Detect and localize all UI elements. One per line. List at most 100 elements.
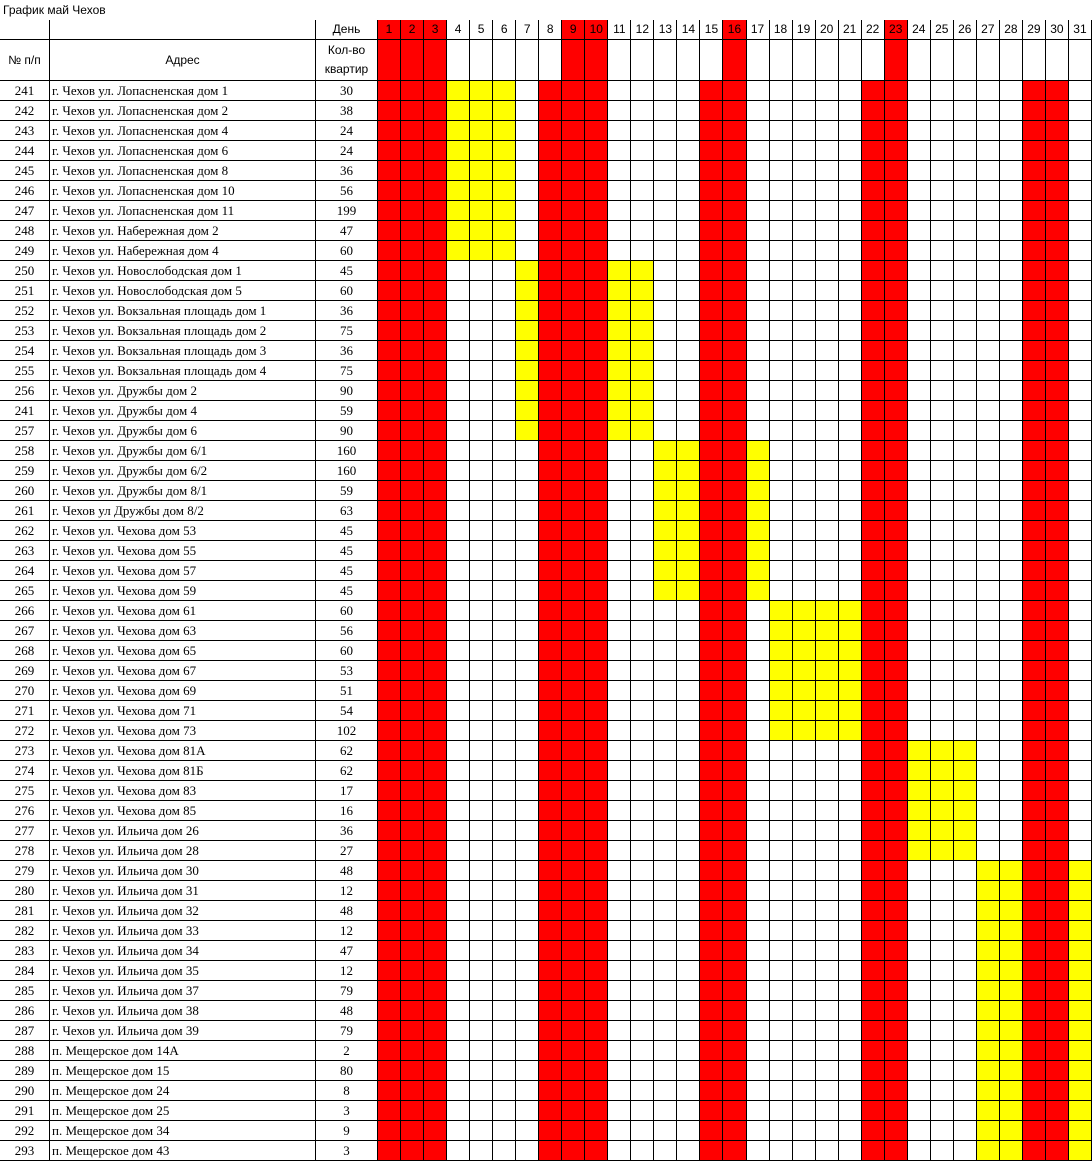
day-cell [1068,1101,1092,1121]
day-cell [424,541,448,561]
day-cell [631,181,655,201]
flat-count: 12 [316,961,378,981]
day-cell [585,221,609,241]
flat-count: 17 [316,781,378,801]
day-cell [631,681,655,701]
day-cell [585,1121,609,1141]
day-cell [424,181,448,201]
day-cell [493,1081,517,1101]
day-cell [976,741,1000,761]
day-cell [654,701,678,721]
day-cell [1068,621,1092,641]
day-cell [378,461,402,481]
day-cell [700,81,724,101]
day-cell [723,601,747,621]
day-cell [769,561,793,581]
row-number: 269 [0,661,50,681]
day-cell [976,541,1000,561]
day-cell [493,621,517,641]
row-number: 245 [0,161,50,181]
day-cell [976,361,1000,381]
day-cell [378,161,402,181]
day-cell [378,961,402,981]
day-cell [654,1101,678,1121]
day-cell [1068,661,1092,681]
day-cell [769,81,793,101]
day-cell [1022,581,1046,601]
day-cell [378,81,402,101]
day-cell [447,121,471,141]
day-cell [746,341,770,361]
day-cell [769,361,793,381]
day-cell [654,901,678,921]
day-cell [930,101,954,121]
day-cell [907,881,931,901]
day-header-blank [562,40,586,81]
day-cell [838,701,862,721]
day-cell [769,801,793,821]
day-cell [562,1061,586,1081]
day-cell [539,1041,563,1061]
day-cell [930,501,954,521]
flat-count: 36 [316,821,378,841]
day-cell [1045,461,1069,481]
address: г. Чехов ул. Новослободская дом 5 [50,281,316,301]
day-cell [493,681,517,701]
day-cell [999,821,1023,841]
day-cell [608,541,632,561]
day-cell [1022,721,1046,741]
row-number: 242 [0,101,50,121]
day-cell [401,981,425,1001]
day-cell [999,1081,1023,1101]
day-cell [677,921,701,941]
day-cell [792,441,816,461]
day-cell [539,701,563,721]
day-cell [953,101,977,121]
day-cell [723,561,747,581]
day-cell [1022,841,1046,861]
day-cell [562,101,586,121]
day-cell [677,161,701,181]
day-cell [424,901,448,921]
row-number: 250 [0,261,50,281]
day-cell [1022,541,1046,561]
day-cell [769,241,793,261]
day-cell [976,1061,1000,1081]
day-cell [470,1021,494,1041]
day-cell [861,501,885,521]
day-cell [723,961,747,981]
day-cell [1045,701,1069,721]
day-cell [677,601,701,621]
day-cell [723,461,747,481]
day-cell [585,761,609,781]
day-cell [1022,601,1046,621]
day-cell [378,681,402,701]
day-cell [378,521,402,541]
day-cell [838,901,862,921]
day-cell [861,1001,885,1021]
day-cell [1068,341,1092,361]
row-number: 280 [0,881,50,901]
day-cell [723,541,747,561]
day-cell [631,621,655,641]
day-cell [792,1141,816,1161]
day-cell [516,321,540,341]
day-cell [976,121,1000,141]
day-cell [470,641,494,661]
day-cell [838,821,862,841]
day-cell [1045,201,1069,221]
day-cell [447,921,471,941]
flat-count: 8 [316,1081,378,1101]
day-cell [1068,1141,1092,1161]
day-cell [654,321,678,341]
day-cell [999,161,1023,181]
day-cell [976,401,1000,421]
day-cell [1022,1101,1046,1121]
day-cell [838,781,862,801]
day-cell [493,1021,517,1041]
day-cell [631,1121,655,1141]
day-cell [654,881,678,901]
day-cell [608,681,632,701]
day-cell [838,301,862,321]
day-header-blank [401,40,425,81]
